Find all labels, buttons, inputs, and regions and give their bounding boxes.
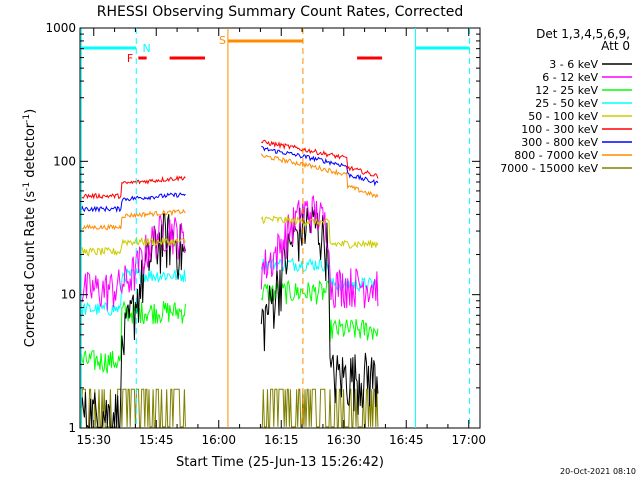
chart-title: RHESSI Observing Summary Count Rates, Co… <box>97 4 463 20</box>
legend-label: 800 - 7000 keV <box>514 149 598 162</box>
timestamp: 20-Oct-2021 08:10 <box>560 467 636 476</box>
series-line-5-seg1 <box>261 139 379 179</box>
series-line-6-seg1 <box>261 145 379 187</box>
series-line-0-seg0 <box>80 213 186 428</box>
y-label-sup1: -1 <box>22 182 32 191</box>
x-tick-label: 16:15 <box>264 433 299 447</box>
legend-label: 3 - 6 keV <box>549 58 598 71</box>
flag-label-n: N <box>143 42 151 55</box>
x-tick-label: 15:45 <box>139 433 174 447</box>
x-tick-label: 15:30 <box>76 433 111 447</box>
x-tick-label: 17:00 <box>451 433 486 447</box>
x-axis-label: Start Time (25-Jun-13 15:26:42) <box>176 455 384 470</box>
legend-label: 6 - 12 keV <box>542 71 598 84</box>
series-line-8-seg1 <box>261 388 379 428</box>
x-tick-label: 16:45 <box>389 433 424 447</box>
legend-label: 50 - 100 keV <box>528 110 598 123</box>
series-line-5-seg0 <box>81 175 186 200</box>
legend-label: 300 - 800 keV <box>521 136 598 149</box>
legend-label: 12 - 25 keV <box>535 84 598 97</box>
y-tick-label: 1000 <box>45 21 76 35</box>
y-axis-label: Corrected Count Rate (s-1 detector-1) <box>22 109 38 347</box>
series-line-7-seg1 <box>260 153 379 199</box>
series-line-8-seg0 <box>80 388 186 428</box>
x-tick-label: 16:00 <box>201 433 236 447</box>
flags-layer: FN S <box>80 28 471 428</box>
plot-frame <box>79 27 481 429</box>
series-line-4-seg0 <box>80 236 186 257</box>
legend-label: 25 - 50 keV <box>535 97 598 110</box>
flag-label-f: F <box>127 52 133 65</box>
x-tick-label: 16:30 <box>326 433 361 447</box>
series-line-7-seg0 <box>81 208 186 231</box>
legend-label: 7000 - 15000 keV <box>500 162 598 175</box>
y-tick-label: 1 <box>68 421 76 435</box>
legend-label: 100 - 300 keV <box>521 123 598 136</box>
series-layer <box>80 139 379 428</box>
y-label-part1: Corrected Count Rate (s <box>23 191 38 348</box>
axes-layer: 15:30 15:45 16:00 16:15 16:30 16:45 17:00 1 10 10… <box>45 21 486 447</box>
y-tick-label: 10 <box>61 288 76 302</box>
flag-label-s: S <box>219 34 226 47</box>
series-line-0-seg1 <box>260 203 379 415</box>
legend-header-1: Det 1,3,4,5,6,9, <box>536 27 630 41</box>
y-label-part2: detector <box>23 122 38 182</box>
series-line-4-seg1 <box>260 215 379 249</box>
series-line-3-seg1 <box>260 257 379 293</box>
y-label-sup2: -1 <box>22 114 32 123</box>
y-label-part3: ) <box>23 109 38 114</box>
legend-header-2: Att 0 <box>601 39 630 53</box>
series-line-6-seg0 <box>80 192 186 213</box>
y-tick-label: 100 <box>53 154 76 168</box>
series-line-1-seg1 <box>260 194 379 309</box>
